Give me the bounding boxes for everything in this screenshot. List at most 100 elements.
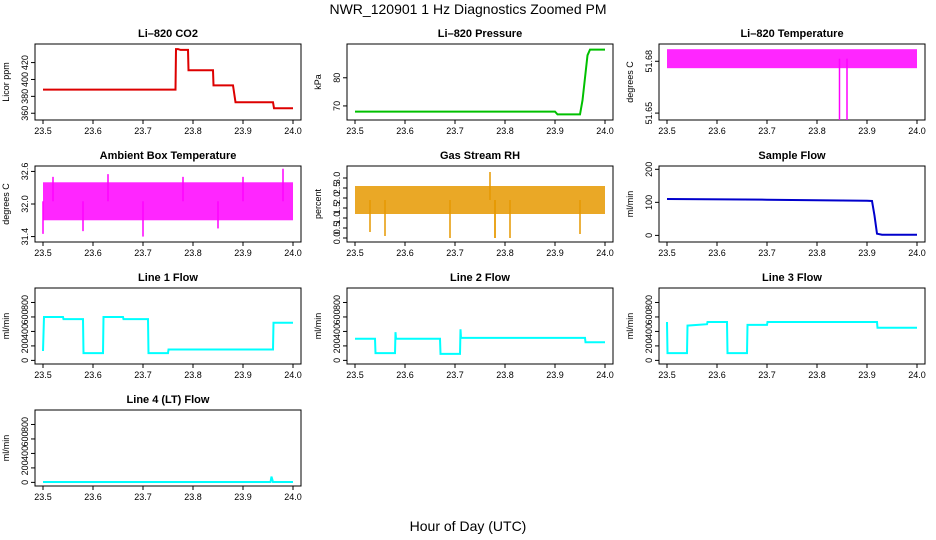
- x-tick-label: 23.5: [658, 370, 676, 380]
- y-tick-label: 51.65: [644, 102, 654, 125]
- panel-title: Line 2 Flow: [450, 272, 510, 284]
- plot-frame: [658, 43, 926, 121]
- x-tick-label: 23.5: [346, 248, 364, 258]
- y-tick-label: 0: [332, 358, 342, 363]
- x-tick-label: 23.9: [234, 492, 252, 502]
- series-line: [43, 48, 293, 110]
- x-tick-label: 23.6: [396, 248, 414, 258]
- y-tick-label: 51.68: [644, 50, 654, 73]
- y-tick-label: 0: [644, 358, 654, 363]
- panel-title: Ambient Box Temperature: [100, 150, 237, 162]
- y-tick-label: 400: [20, 446, 30, 461]
- panel-title: Li–820 Pressure: [438, 28, 522, 40]
- x-tick-label: 23.8: [496, 370, 514, 380]
- y-tick-label: 800: [332, 295, 342, 310]
- panel-line2: Line 2 Flow ml/min 23.5 23.6 23.7 23.8 23.9 24.…: [313, 272, 614, 380]
- panel-title: Line 4 (LT) Flow: [127, 394, 210, 406]
- series-line2: [355, 329, 605, 355]
- plot-frame: [34, 43, 302, 121]
- x-tick-label: 23.7: [758, 370, 776, 380]
- x-tick-label: 23.9: [546, 248, 564, 258]
- y-tick-label: 380: [20, 89, 30, 104]
- y-axis-label: ml/min: [625, 313, 635, 340]
- y-tick-label: 200: [20, 460, 30, 475]
- x-tick-label: 23.9: [858, 248, 876, 258]
- y-tick-label: 70: [332, 101, 342, 111]
- panel-title: Gas Stream RH: [440, 150, 520, 162]
- series-line: [666, 198, 917, 236]
- plot-frame: [34, 287, 302, 365]
- plot-frame: [34, 409, 302, 487]
- x-tick-label: 23.5: [34, 492, 52, 502]
- x-tick-label: 23.8: [808, 370, 826, 380]
- x-tick-label: 24.0: [284, 370, 302, 380]
- y-tick-label: 0: [20, 358, 30, 363]
- x-tick-label: 23.6: [84, 492, 102, 502]
- x-tick-label: 24.0: [284, 126, 302, 136]
- x-tick-label: 23.9: [546, 370, 564, 380]
- panel-title: Li–820 Temperature: [740, 28, 843, 40]
- panel-line1: Line 1 Flow ml/min 23.5 23.6 23.7 23.8 23.9 24.…: [1, 272, 302, 380]
- y-tick-label: 0.0: [332, 232, 342, 245]
- noise-band: [355, 186, 605, 214]
- y-tick-label: 2.0: [332, 192, 342, 205]
- panel-sample_flow: Sample Flow ml/min 23.5 23.6 23.7 23.8 23.9 24.…: [625, 150, 926, 258]
- y-tick-label: 600: [332, 309, 342, 324]
- x-tick-label: 24.0: [908, 370, 926, 380]
- y-tick-label: 2.5: [332, 182, 342, 195]
- noise-band: [667, 49, 917, 69]
- x-tick-label: 23.6: [708, 248, 726, 258]
- x-tick-label: 23.8: [184, 492, 202, 502]
- y-axis-label: degrees C: [625, 61, 635, 103]
- x-tick-label: 23.7: [758, 126, 776, 136]
- y-tick-label: 0: [644, 233, 654, 238]
- y-axis-label: kPa: [313, 74, 323, 90]
- y-axis-label: ml/min: [1, 313, 11, 340]
- x-tick-label: 23.7: [134, 492, 152, 502]
- y-tick-label: 600: [644, 309, 654, 324]
- y-axis-label: degrees C: [1, 183, 11, 225]
- x-tick-label: 24.0: [284, 492, 302, 502]
- panel-title: Sample Flow: [758, 150, 826, 162]
- x-tick-label: 23.8: [496, 126, 514, 136]
- x-tick-label: 23.9: [546, 126, 564, 136]
- x-tick-label: 24.0: [596, 248, 614, 258]
- y-tick-label: 420: [20, 55, 30, 70]
- y-tick-label: 800: [20, 417, 30, 432]
- plot-frame: [346, 287, 614, 365]
- y-tick-label: 360: [20, 106, 30, 121]
- panel-co2: Li–820 CO2 Licor ppm 23.5 23.6 23.7 23.8 23.9 2…: [1, 28, 302, 136]
- x-tick-label: 23.5: [658, 248, 676, 258]
- x-tick-label: 23.6: [84, 248, 102, 258]
- plot-frame: [346, 165, 614, 243]
- plot-frame: [346, 43, 614, 121]
- x-tick-label: 23.8: [184, 370, 202, 380]
- x-axis-label: Hour of Day (UTC): [409, 518, 527, 534]
- y-tick-label: 31.4: [20, 228, 30, 246]
- x-tick-label: 24.0: [908, 126, 926, 136]
- y-tick-label: 200: [20, 338, 30, 353]
- x-tick-label: 23.8: [184, 248, 202, 258]
- x-tick-label: 23.5: [346, 370, 364, 380]
- x-tick-label: 23.6: [708, 370, 726, 380]
- page-title: NWR_120901 1 Hz Diagnostics Zoomed PM: [329, 1, 607, 17]
- x-tick-label: 23.6: [396, 126, 414, 136]
- plot-frame: [658, 165, 926, 243]
- x-tick-label: 23.7: [134, 370, 152, 380]
- x-tick-label: 23.9: [858, 370, 876, 380]
- x-tick-label: 23.5: [34, 126, 52, 136]
- panel-title: Line 3 Flow: [762, 272, 822, 284]
- y-tick-label: 1.0: [332, 212, 342, 225]
- y-tick-label: 400: [20, 324, 30, 339]
- x-tick-label: 23.8: [184, 126, 202, 136]
- series-line3: [666, 321, 917, 355]
- y-tick-label: 1.5: [332, 202, 342, 215]
- y-tick-label: 200: [644, 338, 654, 353]
- plot-frame: [658, 287, 926, 365]
- noise-band: [43, 182, 293, 221]
- x-tick-label: 23.5: [34, 248, 52, 258]
- x-tick-label: 23.7: [758, 248, 776, 258]
- x-tick-label: 24.0: [908, 248, 926, 258]
- panel-ambient_temp: Ambient Box Temperature degrees C 23.5 23.6…: [1, 150, 302, 258]
- y-tick-label: 200: [644, 162, 654, 177]
